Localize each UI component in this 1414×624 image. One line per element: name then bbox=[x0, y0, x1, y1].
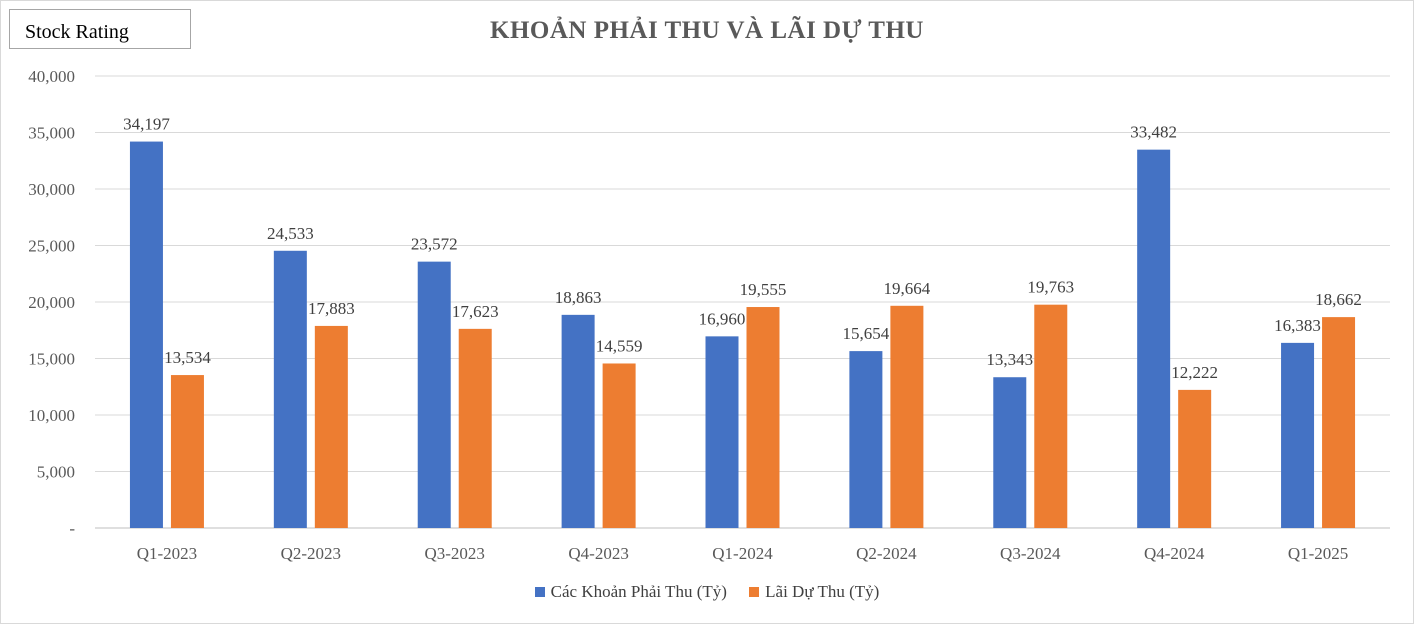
x-tick-label: Q4-2023 bbox=[568, 544, 628, 563]
x-tick-label: Q1-2024 bbox=[712, 544, 773, 563]
y-tick-label: 25,000 bbox=[28, 237, 75, 256]
x-tick-label: Q4-2024 bbox=[1144, 544, 1205, 563]
y-tick-label: 35,000 bbox=[28, 124, 75, 143]
x-tick-label: Q3-2024 bbox=[1000, 544, 1061, 563]
data-label: 18,863 bbox=[555, 288, 602, 307]
bar bbox=[746, 307, 780, 528]
bar bbox=[170, 375, 204, 528]
bar bbox=[458, 328, 492, 528]
bar bbox=[602, 363, 636, 528]
legend-item-accrued-interest: Lãi Dự Thu (Tỷ) bbox=[749, 582, 879, 602]
stock-rating-badge: Stock Rating bbox=[9, 9, 191, 49]
data-label: 17,883 bbox=[308, 299, 355, 318]
bar bbox=[1034, 304, 1068, 528]
x-tick-label: Q1-2023 bbox=[137, 544, 197, 563]
x-tick-label: Q1-2025 bbox=[1288, 544, 1348, 563]
y-tick-label: 10,000 bbox=[28, 406, 75, 425]
data-label: 23,572 bbox=[411, 235, 458, 254]
y-tick-label: - bbox=[69, 519, 75, 538]
bar bbox=[1281, 342, 1315, 528]
data-label: 12,222 bbox=[1171, 363, 1218, 382]
bar bbox=[1178, 389, 1212, 528]
bar bbox=[1322, 317, 1356, 528]
data-label: 19,664 bbox=[884, 279, 931, 298]
data-label: 16,383 bbox=[1274, 316, 1321, 335]
legend-item-receivables: Các Khoản Phải Thu (Tỷ) bbox=[534, 582, 727, 602]
bar bbox=[705, 336, 739, 528]
x-tick-label: Q2-2023 bbox=[281, 544, 341, 563]
data-label: 33,482 bbox=[1130, 123, 1177, 142]
data-label: 18,662 bbox=[1315, 290, 1362, 309]
bar bbox=[273, 250, 307, 528]
data-label: 17,623 bbox=[452, 302, 499, 321]
y-tick-label: 30,000 bbox=[28, 180, 75, 199]
y-tick-label: 20,000 bbox=[28, 293, 75, 312]
x-tick-label: Q2-2024 bbox=[856, 544, 917, 563]
y-tick-label: 15,000 bbox=[28, 350, 75, 369]
bar bbox=[314, 325, 348, 528]
x-tick-label: Q3-2023 bbox=[424, 544, 484, 563]
legend-label-receivables: Các Khoản Phải Thu (Tỷ) bbox=[550, 582, 727, 601]
chart-title: KHOẢN PHẢI THU VÀ LÃI DỰ THU bbox=[490, 17, 924, 44]
legend-swatch-receivables bbox=[534, 587, 545, 597]
legend-label-accrued-interest: Lãi Dự Thu (Tỷ) bbox=[765, 582, 880, 601]
data-label: 13,343 bbox=[986, 350, 1033, 369]
data-label: 15,654 bbox=[843, 324, 890, 343]
bar bbox=[1137, 149, 1171, 529]
y-tick-label: 40,000 bbox=[28, 67, 75, 86]
bar bbox=[129, 141, 163, 528]
data-label: 13,534 bbox=[164, 348, 211, 367]
bar bbox=[890, 305, 924, 528]
y-tick-label: 5,000 bbox=[37, 463, 75, 482]
chart-legend: Các Khoản Phải Thu (Tỷ) Lãi Dự Thu (Tỷ) bbox=[0, 582, 1414, 602]
bar bbox=[993, 377, 1027, 528]
data-label: 19,555 bbox=[740, 280, 787, 299]
data-label: 14,559 bbox=[596, 336, 643, 355]
bar bbox=[849, 351, 883, 528]
data-label: 34,197 bbox=[123, 115, 170, 134]
data-label: 24,533 bbox=[267, 224, 314, 243]
bar bbox=[417, 261, 451, 528]
data-label: 16,960 bbox=[699, 309, 746, 328]
bar bbox=[561, 314, 595, 528]
legend-swatch-accrued-interest bbox=[749, 587, 760, 597]
data-label: 19,763 bbox=[1027, 278, 1074, 297]
